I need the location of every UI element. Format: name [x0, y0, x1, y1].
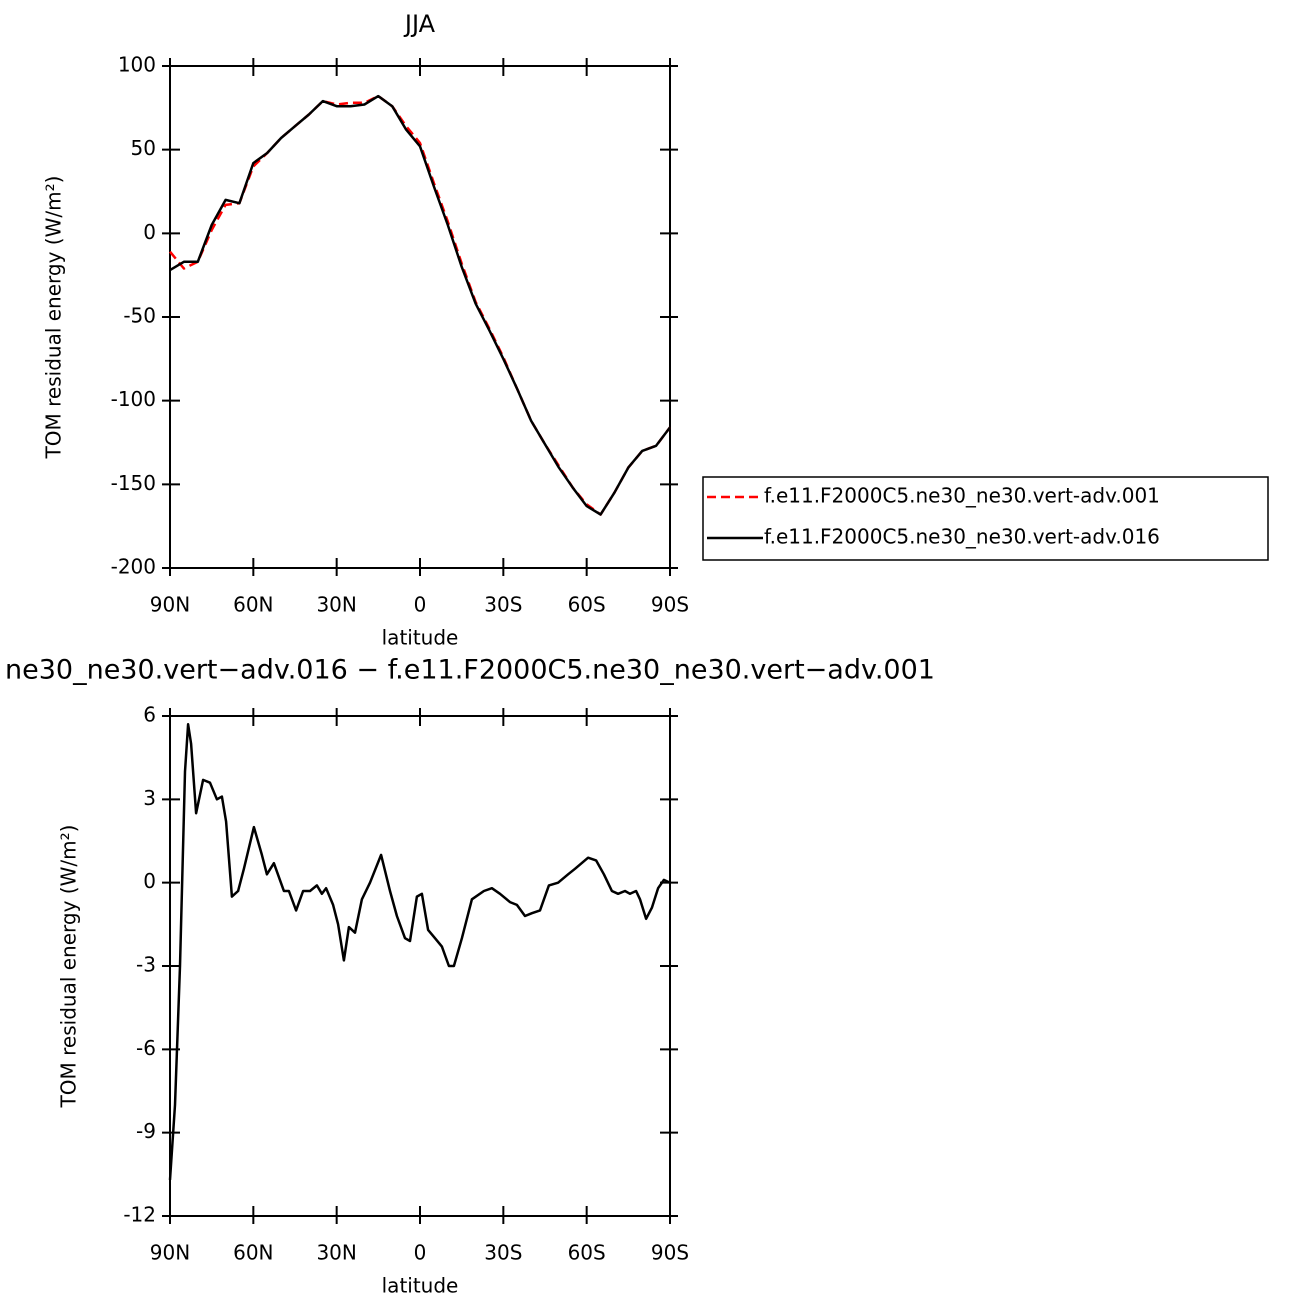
chart-title: JJA	[403, 10, 436, 38]
x-tick-label: 0	[414, 1241, 427, 1265]
plot-frame	[169, 715, 671, 1217]
x-tick-label: 60S	[568, 1241, 606, 1265]
legend-label: f.e11.F2000C5.ne30_ne30.vert-adv.016	[764, 525, 1160, 549]
x-tick-label: 90N	[150, 1241, 190, 1265]
y-tick-label: 50	[131, 136, 156, 160]
y-axis-label: TOM residual energy (W/m²)	[42, 176, 66, 460]
y-tick-label: 6	[143, 703, 156, 727]
x-tick-label: 30S	[484, 593, 522, 617]
y-tick-label: -100	[111, 387, 156, 411]
y-axis-label: TOM residual energy (W/m²)	[57, 825, 81, 1109]
y-tick-label: -150	[111, 471, 156, 495]
data-line	[169, 94, 671, 516]
y-tick-label: -6	[136, 1036, 156, 1060]
y-tick-label: 0	[143, 220, 156, 244]
y-tick-label: -200	[111, 555, 156, 579]
data-line	[169, 94, 671, 516]
x-tick-label: 90N	[150, 593, 190, 617]
legend-box	[702, 476, 1269, 561]
x-tick-label: 60N	[233, 1241, 273, 1265]
y-tick-label: 3	[143, 786, 156, 810]
y-tick-label: -12	[123, 1203, 156, 1227]
chart-title: ne30_ne30.vert−adv.016 − f.e11.F2000C5.n…	[5, 655, 935, 686]
legend-label: f.e11.F2000C5.ne30_ne30.vert-adv.001	[764, 484, 1160, 508]
x-tick-label: 30N	[316, 593, 356, 617]
x-axis-label: latitude	[382, 1274, 459, 1298]
x-tick-label: 90S	[651, 1241, 689, 1265]
x-tick-label: 30S	[484, 1241, 522, 1265]
y-tick-label: -50	[123, 304, 156, 328]
y-tick-label: 100	[118, 53, 156, 77]
x-tick-label: 60N	[233, 593, 273, 617]
y-tick-label: -3	[136, 953, 156, 977]
x-tick-label: 90S	[651, 593, 689, 617]
y-tick-label: -9	[136, 1119, 156, 1143]
y-tick-label: 0	[143, 869, 156, 893]
x-axis-label: latitude	[382, 626, 459, 650]
data-line	[168, 723, 671, 1180]
x-tick-label: 30N	[316, 1241, 356, 1265]
x-tick-label: 0	[414, 593, 427, 617]
x-tick-label: 60S	[568, 593, 606, 617]
